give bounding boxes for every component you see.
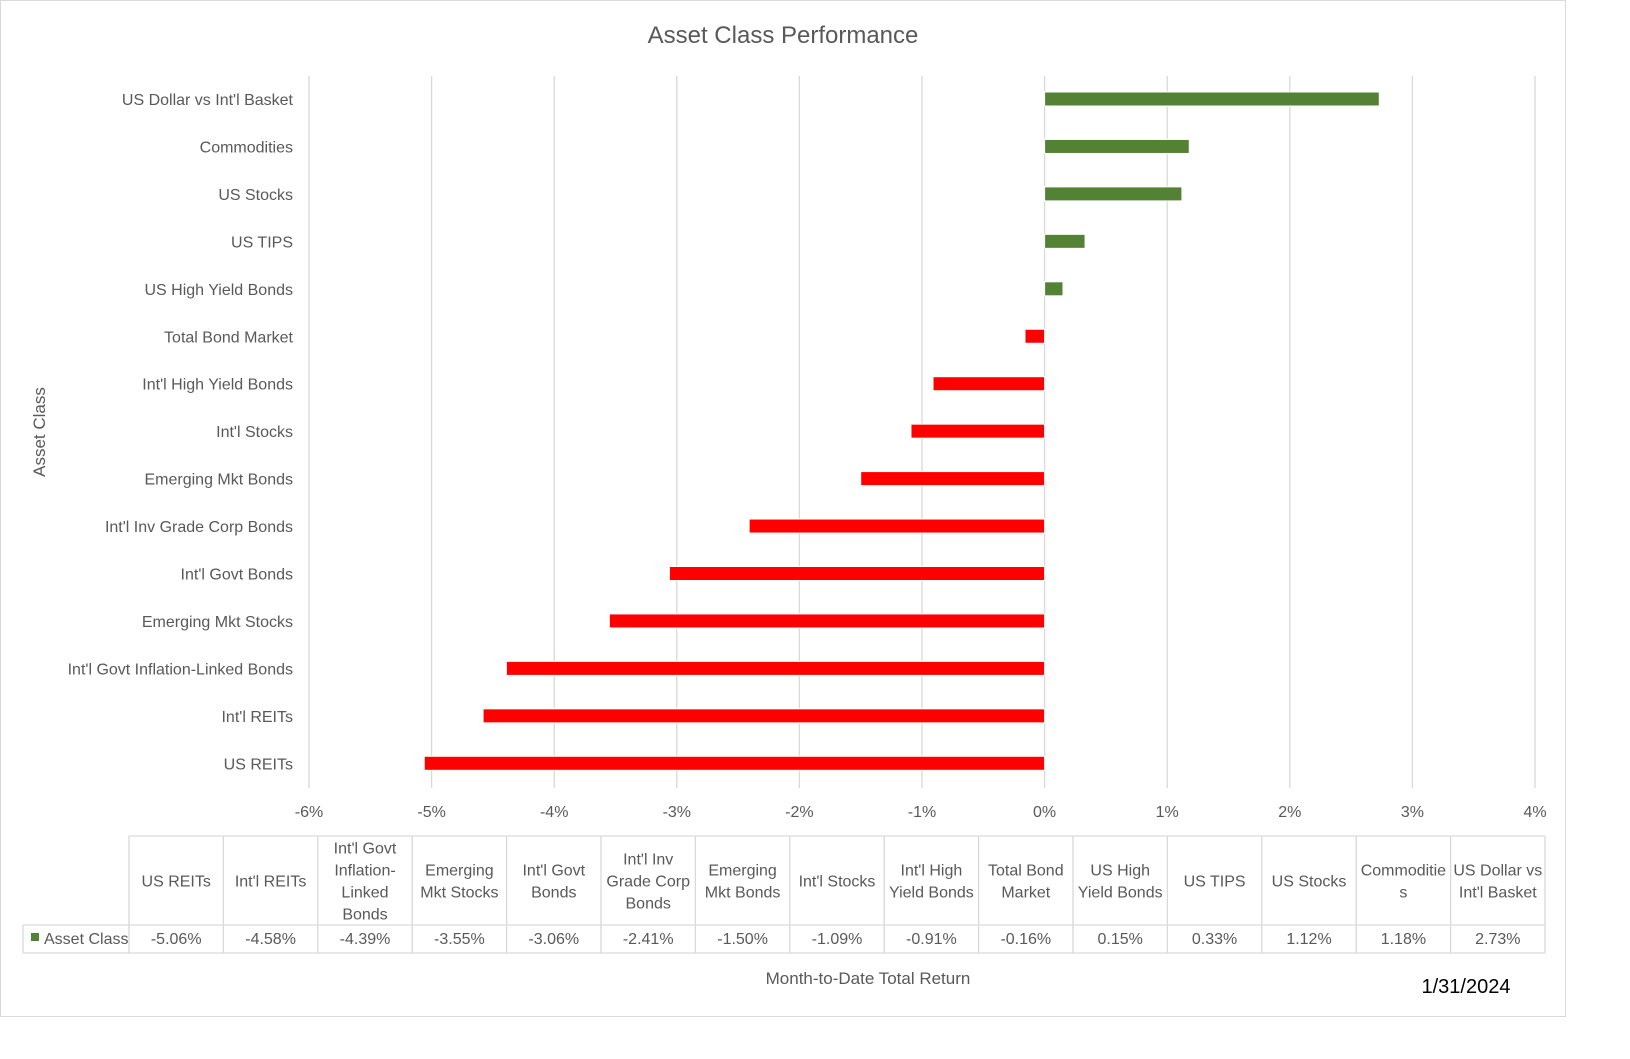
x-tick-label: -2%: [785, 804, 813, 821]
x-tick-label: 1%: [1156, 804, 1179, 821]
table-value: -4.39%: [340, 931, 391, 948]
data-table: Asset Class US REITs -5.06% Int'l REITs -4.5…: [22, 835, 1546, 954]
table-value: -5.06%: [151, 931, 202, 948]
category-label: Total Bond Market: [164, 329, 294, 346]
table-header: Emerging Mkt Bonds: [705, 863, 781, 902]
bar: [1044, 281, 1064, 297]
x-tick-label: 0%: [1033, 804, 1056, 821]
x-tick-label: -1%: [908, 804, 936, 821]
table-value: 1.12%: [1286, 931, 1331, 948]
bar: [1044, 233, 1086, 249]
category-label: Emerging Mkt Stocks: [142, 614, 293, 631]
bars: [423, 91, 1380, 771]
x-tick-label: -4%: [540, 804, 568, 821]
table-header: Int'l High Yield Bonds: [889, 863, 974, 902]
bar: [1044, 138, 1190, 154]
bar: [932, 376, 1046, 392]
x-tick-labels: -6% -5% -4% -3% -2% -1% 0% 1% 2% 3% 4%: [295, 804, 1547, 821]
table-header: Int'l Govt Inflation-Linked Bonds: [334, 841, 397, 924]
category-label: US Dollar vs Int'l Basket: [122, 92, 294, 109]
table-header: US High Yield Bonds: [1078, 863, 1163, 902]
category-label: US REITs: [224, 756, 293, 773]
table-header: US Dollar vs Int'l Basket: [1453, 863, 1542, 902]
category-label: US TIPS: [231, 234, 293, 251]
category-label: Int'l REITs: [221, 709, 293, 726]
table-value: -4.58%: [245, 931, 296, 948]
bar: [1024, 328, 1046, 344]
table-value: -1.09%: [812, 931, 863, 948]
bar: [910, 423, 1046, 439]
bar: [423, 755, 1046, 771]
x-tick-label: 3%: [1401, 804, 1424, 821]
bar: [1044, 91, 1380, 107]
table-header: Int'l Stocks: [799, 874, 876, 891]
x-tick-label: -5%: [417, 804, 445, 821]
date-stamp: 1/31/2024: [1422, 976, 1511, 998]
bar: [1044, 186, 1183, 202]
table-value: -0.16%: [1000, 931, 1051, 948]
bar: [482, 708, 1046, 724]
table-value: 0.33%: [1192, 931, 1237, 948]
chart-frame: [0, 0, 1566, 1017]
category-label: Commodities: [200, 139, 293, 156]
table-header: Int'l Inv Grade Corp Bonds: [606, 852, 690, 913]
table-value: -3.55%: [434, 931, 485, 948]
category-label: Emerging Mkt Bonds: [144, 472, 293, 489]
table-header: Emerging Mkt Stocks: [420, 863, 498, 902]
table-header: Int'l Govt Bonds: [522, 863, 585, 902]
table-header: US TIPS: [1184, 874, 1246, 891]
table-header: Total Bond Market: [988, 863, 1064, 902]
table-value: 2.73%: [1475, 931, 1520, 948]
bar: [505, 660, 1046, 676]
category-label: Int'l Inv Grade Corp Bonds: [105, 519, 293, 536]
category-label: US Stocks: [218, 187, 293, 204]
category-labels: US REITs Int'l REITs Int'l Govt Inflation-…: [68, 92, 294, 773]
table-header: US Stocks: [1272, 874, 1347, 891]
bar: [668, 566, 1046, 581]
bar: [608, 613, 1046, 629]
table-header: Int'l REITs: [235, 874, 307, 891]
category-label: Int'l Govt Inflation-Linked Bonds: [68, 661, 293, 678]
x-tick-label: -6%: [295, 804, 323, 821]
category-label: Int'l Stocks: [216, 424, 293, 441]
table-header: Commoditie s: [1361, 863, 1446, 902]
bar: [748, 518, 1046, 534]
table-value: 1.18%: [1381, 931, 1426, 948]
legend-series-name: Asset Class: [44, 931, 128, 948]
category-label: Int'l Govt Bonds: [181, 567, 293, 584]
x-axis-title: Month-to-Date Total Return: [766, 969, 971, 988]
bar: [860, 471, 1046, 487]
x-tick-label: 2%: [1278, 804, 1301, 821]
table-value: 0.15%: [1098, 931, 1143, 948]
chart-title: Asset Class Performance: [648, 22, 919, 49]
table-value: -0.91%: [906, 931, 957, 948]
table-value: -2.41%: [623, 931, 674, 948]
table-header: US REITs: [142, 874, 211, 891]
x-tick-label: 4%: [1523, 804, 1546, 821]
table-value: -1.50%: [717, 931, 768, 948]
y-axis-title: Asset Class: [30, 387, 49, 477]
x-tick-label: -3%: [663, 804, 691, 821]
table-value: -3.06%: [528, 931, 579, 948]
category-label: Int'l High Yield Bonds: [142, 377, 293, 394]
category-label: US High Yield Bonds: [144, 282, 293, 299]
legend-key: [31, 933, 39, 941]
